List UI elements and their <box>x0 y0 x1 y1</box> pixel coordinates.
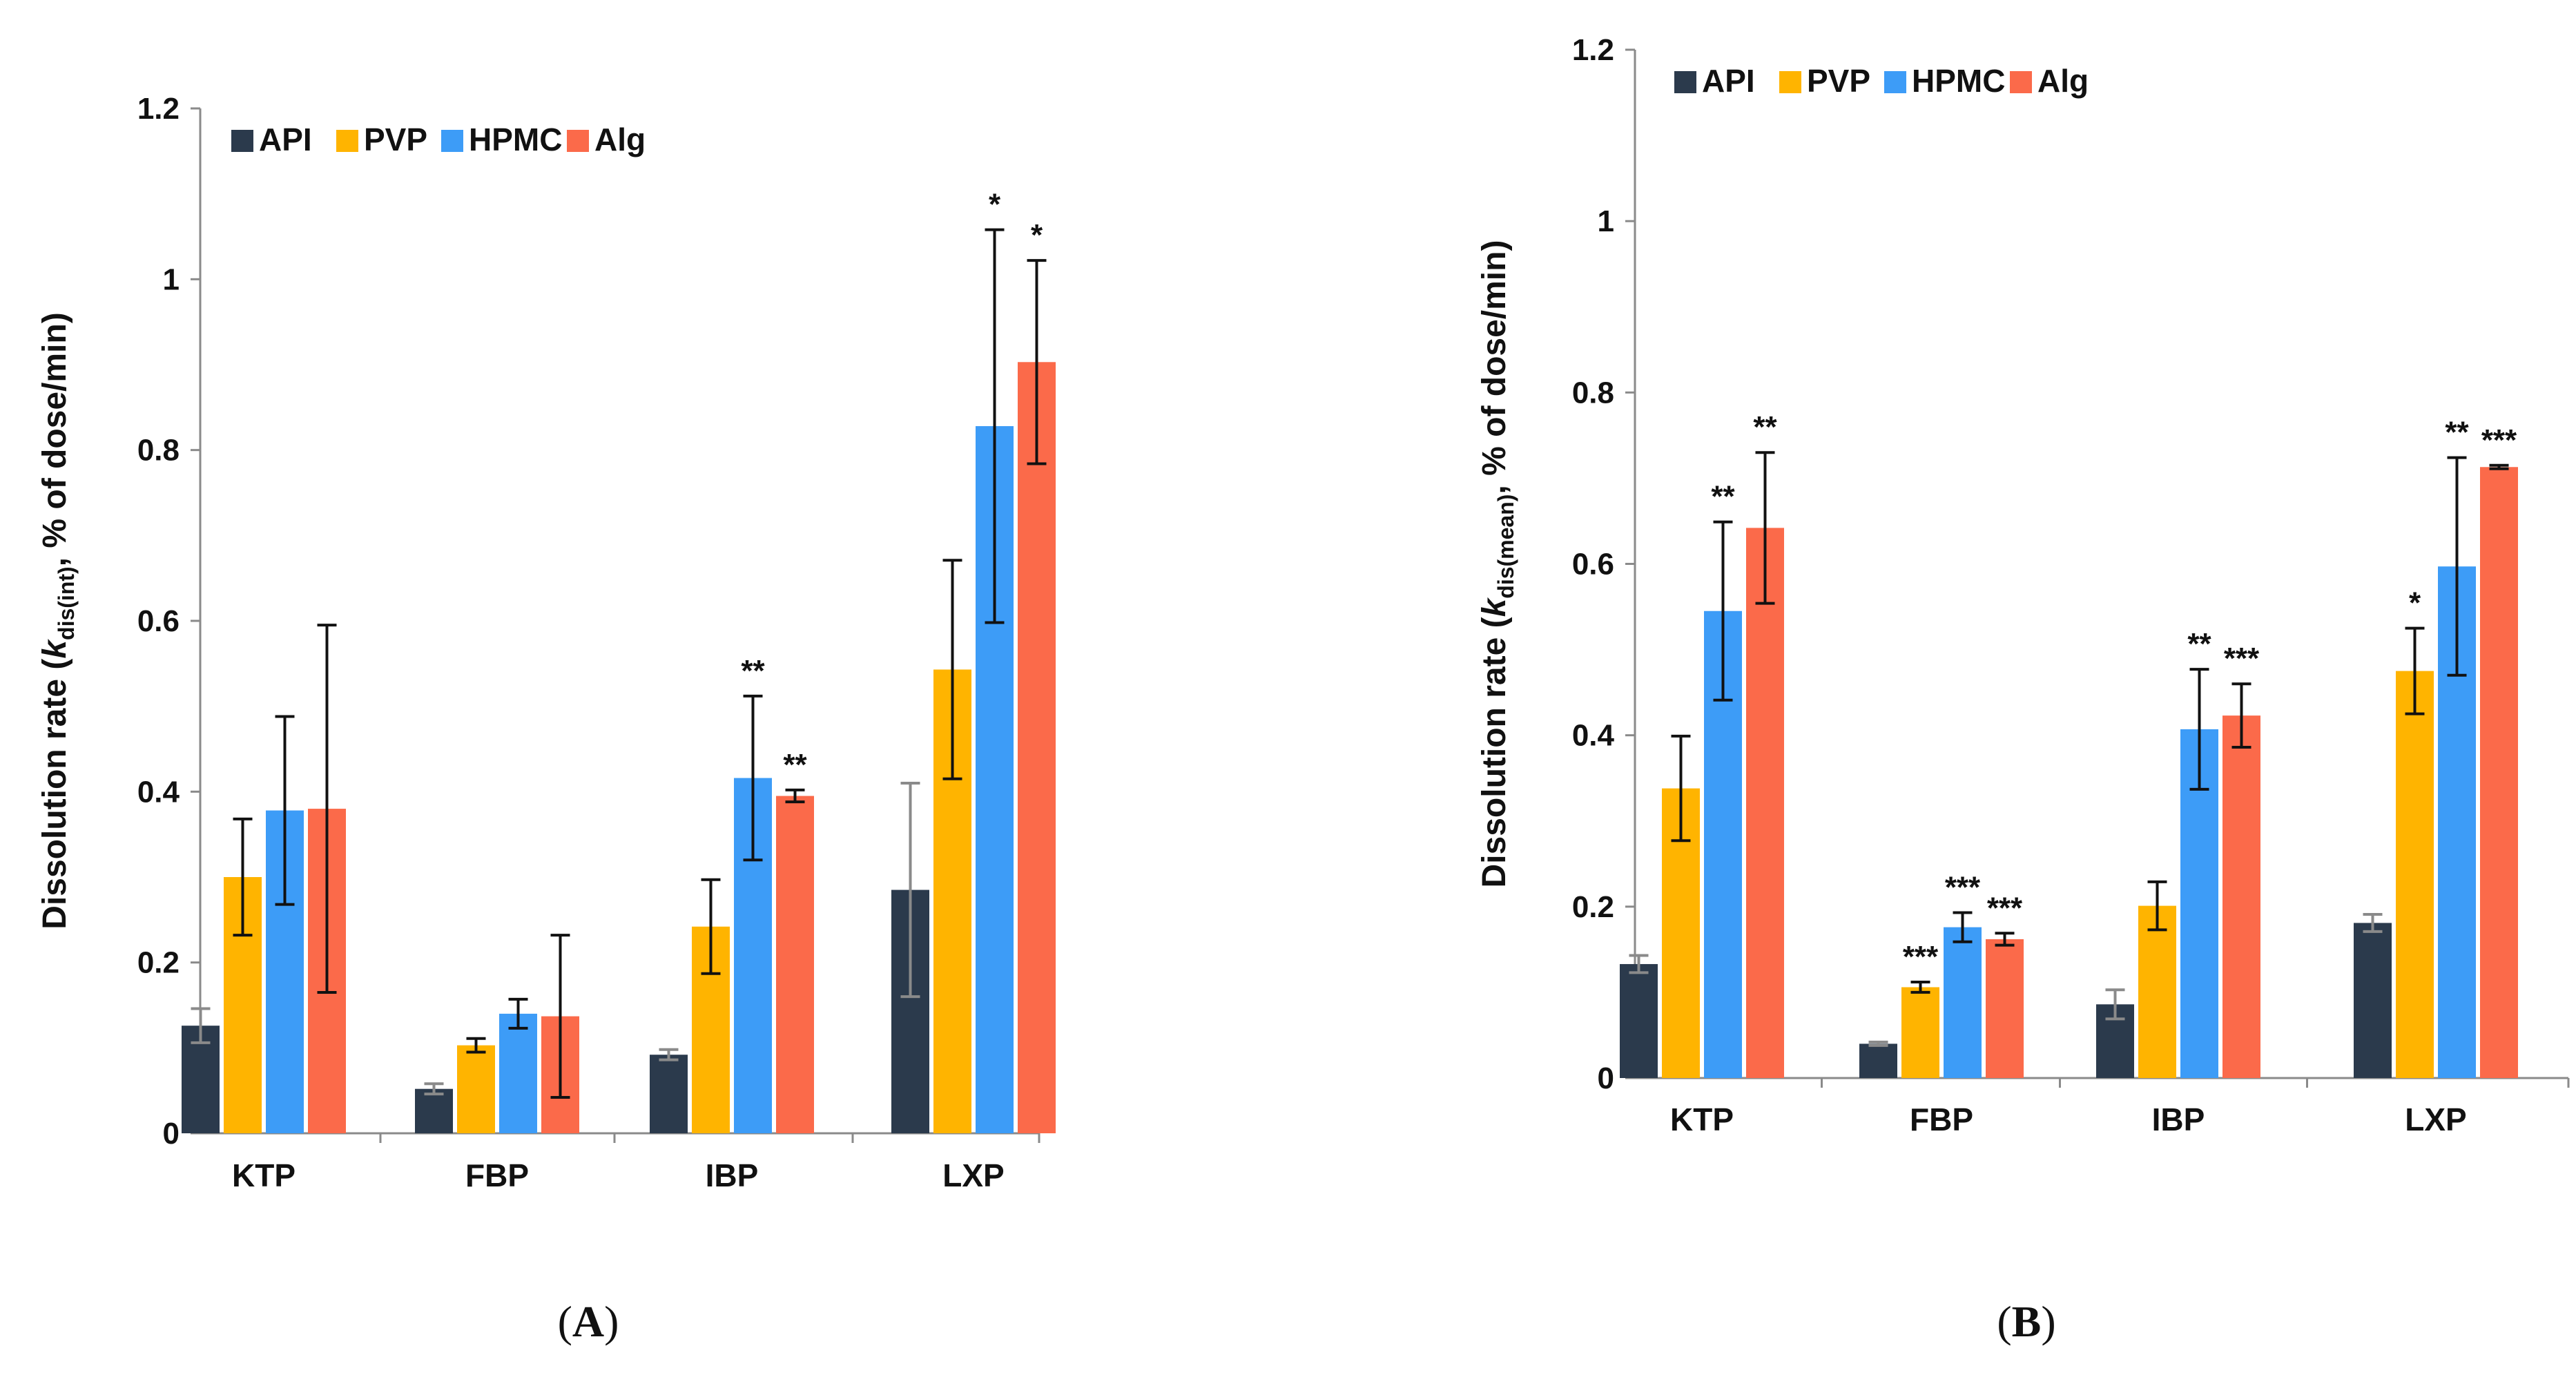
y-tick-label: 1.2 <box>137 92 180 126</box>
legend-label-hpmc: HPMC <box>1912 63 2005 99</box>
x-category-label: KTP <box>232 1157 296 1193</box>
significance-label: ** <box>741 654 765 688</box>
bar-alg-ktp <box>1746 528 1784 1078</box>
significance-label: * <box>1031 218 1043 252</box>
y-axis-label-k: k <box>37 639 73 659</box>
bar-hpmc-fbp <box>1944 927 1982 1078</box>
significance-label: ** <box>2445 416 2469 450</box>
significance-label: *** <box>1903 940 1939 974</box>
bar-alg-lxp <box>2480 467 2518 1078</box>
y-axis-label: Dissolution rate (kdis(mean), % of dose/… <box>1476 240 1518 888</box>
bar-pvp-fbp <box>457 1045 495 1133</box>
bar-alg-lxp <box>1018 362 1056 1133</box>
legend-swatch-api <box>1674 71 1696 93</box>
bar-alg-ibp <box>776 796 814 1133</box>
y-axis-label-prefix: Dissolution rate ( <box>1476 617 1513 887</box>
bar-api-fbp <box>415 1088 453 1133</box>
legend-label-api: API <box>1702 63 1755 99</box>
panel-label: (A) <box>558 1297 619 1346</box>
significance-label: * <box>989 188 1001 222</box>
panel-label-letter: A <box>572 1297 604 1346</box>
y-axis-label-k: k <box>1476 597 1513 617</box>
legend-swatch-pvp <box>1779 71 1801 93</box>
y-tick-label: 0.8 <box>137 434 180 468</box>
panel-label-open: ( <box>1997 1297 2011 1346</box>
panel-label-open: ( <box>558 1297 572 1346</box>
significance-label: ** <box>1711 480 1735 514</box>
significance-label: *** <box>2481 423 2517 457</box>
bar-alg-fbp <box>1986 939 2024 1078</box>
legend-label-alg: Alg <box>2037 63 2089 99</box>
y-tick-label: 0.6 <box>1572 548 1614 581</box>
y-axis-label-prefix: Dissolution rate ( <box>37 659 73 930</box>
legend-label-hpmc: HPMC <box>469 122 562 157</box>
significance-label: ** <box>783 748 807 782</box>
legend-label-api: API <box>259 122 312 157</box>
bar-pvp-fbp <box>1901 987 1939 1078</box>
y-tick-label: 0 <box>1598 1061 1614 1095</box>
bar-hpmc-fbp <box>499 1013 537 1133</box>
bar-api-ibp <box>650 1055 688 1133</box>
x-category-label: KTP <box>1670 1102 1734 1137</box>
y-axis-label: Dissolution rate (kdis(int), % of dose/m… <box>37 312 79 929</box>
legend-swatch-alg <box>567 130 589 152</box>
legend-swatch-hpmc <box>1884 71 1906 93</box>
y-tick-label: 0 <box>163 1117 180 1151</box>
y-tick-label: 0.4 <box>1572 719 1615 753</box>
y-axis-label-subscript: dis(int) <box>54 566 79 640</box>
y-tick-label: 1 <box>163 262 180 296</box>
bar-pvp-ibp <box>2138 905 2176 1078</box>
x-category-label: LXP <box>942 1157 1004 1193</box>
legend-swatch-alg <box>2010 71 2032 93</box>
x-category-label: LXP <box>2405 1102 2466 1137</box>
bar-pvp-lxp <box>2396 671 2434 1078</box>
panel-label-close: ) <box>604 1297 619 1346</box>
legend-swatch-hpmc <box>441 130 463 152</box>
y-tick-label: 1.2 <box>1572 33 1614 67</box>
legend-swatch-api <box>231 130 253 152</box>
y-tick-label: 0.2 <box>137 946 180 980</box>
x-category-label: IBP <box>706 1157 759 1193</box>
x-category-label: FBP <box>465 1157 529 1193</box>
x-category-label: IBP <box>2152 1102 2205 1137</box>
panel-label-letter: B <box>2012 1297 2042 1346</box>
bar-api-fbp <box>1859 1044 1897 1078</box>
y-axis-label-suffix: , % of dose/min) <box>37 312 73 566</box>
bar-alg-ibp <box>2222 715 2260 1078</box>
y-tick-label: 1 <box>1598 204 1614 238</box>
significance-label: ** <box>2187 627 2211 661</box>
x-category-label: FBP <box>1910 1102 1973 1137</box>
legend-swatch-pvp <box>336 130 358 152</box>
panel-label: (B) <box>1997 1297 2055 1346</box>
y-tick-label: 0.4 <box>137 775 180 809</box>
legend-label-alg: Alg <box>594 122 646 157</box>
legend-label-pvp: PVP <box>1807 63 1870 99</box>
panel-label-close: ) <box>2041 1297 2055 1346</box>
bar-api-lxp <box>2354 923 2392 1078</box>
bar-api-ktp <box>1620 963 1658 1078</box>
y-tick-label: 0.8 <box>1572 376 1614 410</box>
y-axis-label-suffix: , % of dose/min) <box>1476 240 1513 494</box>
y-axis-label-subscript: dis(mean) <box>1493 494 1518 599</box>
significance-label: *** <box>1987 891 2023 925</box>
legend-label-pvp: PVP <box>364 122 427 157</box>
y-tick-label: 0.2 <box>1572 890 1614 924</box>
significance-label: *** <box>2224 642 2260 675</box>
significance-label: *** <box>1945 871 1981 905</box>
significance-label: ** <box>1753 410 1777 444</box>
significance-label: * <box>2409 586 2421 620</box>
y-tick-label: 0.6 <box>137 604 180 638</box>
